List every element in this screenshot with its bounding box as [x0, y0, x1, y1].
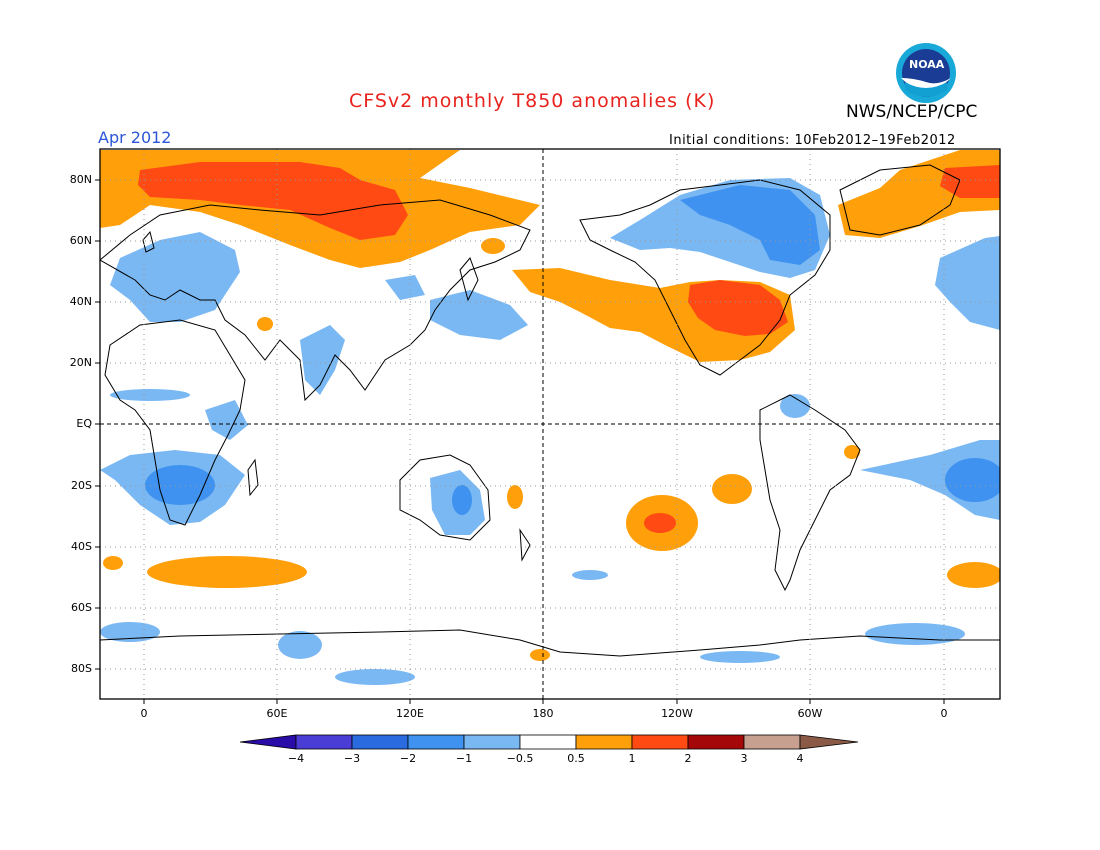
initial-conditions-label: Initial conditions: 10Feb2012–19Feb2012 — [669, 133, 956, 148]
lon-label: 60E — [266, 707, 288, 720]
chart-title: CFSv2 monthly T850 anomalies (K) — [349, 90, 716, 112]
colorbar-label: −2 — [399, 752, 417, 765]
colorbar-label: 4 — [796, 752, 804, 765]
coast-south-america — [759, 394, 861, 592]
reference-lines — [100, 149, 1000, 699]
cool-anomaly-southern-1 — [100, 622, 160, 642]
lat-label: 40S — [71, 540, 92, 553]
lon-label: 0 — [140, 707, 148, 720]
lon-label: 60W — [797, 707, 823, 720]
warm-anomaly-south-atlantic-1 — [147, 556, 307, 588]
noaa-logo-icon — [896, 43, 956, 103]
coast-antarctica — [100, 629, 1000, 657]
colorbar-cell-1 — [295, 734, 353, 750]
coast-eurasia — [100, 199, 531, 402]
cool-anomaly-southern-2 — [278, 631, 322, 659]
colorbar-cell-gt-4 — [799, 734, 859, 750]
warm-anomaly-brazil — [844, 445, 860, 459]
colorbar-cell-5 — [519, 734, 577, 750]
anomaly-fields — [100, 150, 1000, 685]
lat-label: 60N — [69, 234, 92, 247]
colorbar-label: −3 — [343, 752, 361, 765]
coast-north-america — [579, 179, 831, 376]
lon-label: 120E — [396, 707, 424, 720]
cool-anomaly-southern-7 — [110, 389, 190, 401]
lon-label: 0 — [940, 707, 948, 720]
coast-uk — [142, 230, 155, 253]
strong-cool-anomaly-australia — [452, 485, 472, 515]
strong-cool-anomaly-indian-ocean — [945, 458, 1000, 502]
coast-new-zealand — [519, 528, 531, 562]
axis-ticks — [95, 179, 945, 704]
cool-anomaly-caribbean — [780, 394, 810, 418]
cool-anomaly-southern-5 — [700, 651, 780, 663]
lon-label: 180 — [532, 707, 554, 720]
colorbar-cell-9 — [743, 734, 801, 750]
colorbar-label: −1 — [455, 752, 473, 765]
lat-label: EQ — [76, 417, 92, 430]
lat-label: 20S — [71, 479, 92, 492]
lat-label: 80S — [71, 662, 92, 675]
strong-cool-anomaly-canada — [680, 185, 820, 265]
colorbar — [239, 734, 859, 750]
lat-label: 40N — [69, 295, 92, 308]
coast-australia — [399, 454, 491, 541]
cool-anomaly-east-asia — [430, 290, 528, 340]
coast-africa — [104, 319, 246, 526]
strong-warm-anomaly-us — [688, 280, 788, 336]
strong-warm-anomaly-siberia — [138, 162, 408, 240]
coast-japan — [459, 257, 479, 302]
colorbar-cell-3 — [407, 734, 465, 750]
coastlines — [100, 164, 1000, 657]
colorbar-cell-4 — [463, 734, 521, 750]
cool-anomaly-india — [300, 325, 345, 395]
cool-anomaly-europe-east — [935, 236, 1000, 330]
lat-label: 80N — [69, 173, 92, 186]
coast-madagascar — [247, 458, 259, 497]
warm-anomaly-south-pacific-2 — [712, 474, 752, 504]
valid-month-label: Apr 2012 — [98, 128, 172, 147]
warm-anomaly-sw-pacific — [507, 485, 523, 509]
warm-anomaly-antarctic — [530, 649, 550, 661]
cool-anomaly-southern-3 — [335, 669, 415, 685]
agency-label: NWS/NCEP/CPC — [846, 102, 978, 122]
lat-label: 20N — [69, 356, 92, 369]
colorbar-cell-8 — [687, 734, 745, 750]
lat-label: 60S — [71, 601, 92, 614]
strong-warm-anomaly-south-pacific — [644, 513, 676, 533]
colorbar-label: 0.5 — [567, 752, 585, 765]
colorbar-label: 1 — [628, 752, 636, 765]
cool-anomaly-southern-4 — [865, 623, 965, 645]
colorbar-cell-6 — [575, 734, 633, 750]
warm-anomaly-south-atlantic-2 — [947, 562, 1000, 588]
colorbar-label: −0.5 — [506, 752, 534, 765]
cool-anomaly-central-asia — [385, 275, 425, 300]
colorbar-cell-7 — [631, 734, 689, 750]
colorbar-cell-lt-4 — [239, 734, 297, 750]
warm-anomaly-japan — [481, 238, 505, 254]
colorbar-label: 2 — [684, 752, 692, 765]
warm-anomaly-tibet — [257, 317, 273, 331]
cool-anomaly-southern-6 — [572, 570, 608, 580]
coast-greenland — [839, 164, 961, 236]
strong-warm-anomaly-greenland — [940, 165, 1000, 198]
strong-cool-anomaly-africa — [145, 465, 215, 505]
cool-anomaly-east-africa — [205, 400, 248, 440]
colorbar-label: 3 — [740, 752, 748, 765]
lon-label: 120W — [661, 707, 693, 720]
colorbar-label: −4 — [287, 752, 305, 765]
colorbar-cell-2 — [351, 734, 409, 750]
warm-anomaly-south-indian — [103, 556, 123, 570]
logo-text: NOAA — [909, 58, 945, 71]
